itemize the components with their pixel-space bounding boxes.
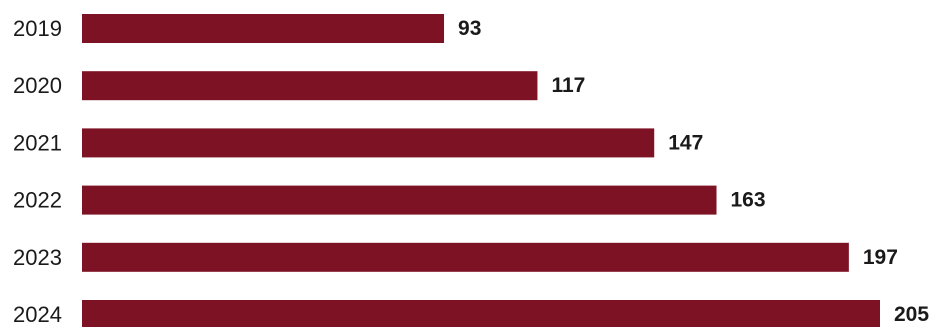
bar-2023 (82, 242, 849, 272)
bar-2019 (82, 14, 445, 43)
category-label-2020: 2020 (13, 73, 62, 98)
category-label-2021: 2021 (13, 130, 62, 155)
value-label-2024: 205 (894, 303, 929, 326)
category-label-2019: 2019 (13, 16, 62, 41)
value-label-2023: 197 (863, 246, 898, 269)
bar-2024 (82, 300, 880, 327)
value-label-2019: 93 (458, 17, 481, 40)
bar-2022 (82, 185, 717, 215)
value-label-2022: 163 (731, 189, 766, 212)
category-label-2024: 2024 (13, 302, 62, 327)
category-labels-group: 2019 2020 2021 2022 2023 2024 (13, 16, 62, 327)
bar-2021 (82, 128, 655, 158)
bar-2020 (82, 71, 538, 101)
value-label-2021: 147 (668, 131, 703, 154)
category-label-2022: 2022 (13, 188, 62, 213)
value-label-2020: 117 (551, 74, 585, 97)
category-label-2023: 2023 (13, 245, 62, 270)
bars-group (82, 14, 880, 327)
value-labels-group: 93 117 147 163 197 205 (458, 17, 929, 326)
